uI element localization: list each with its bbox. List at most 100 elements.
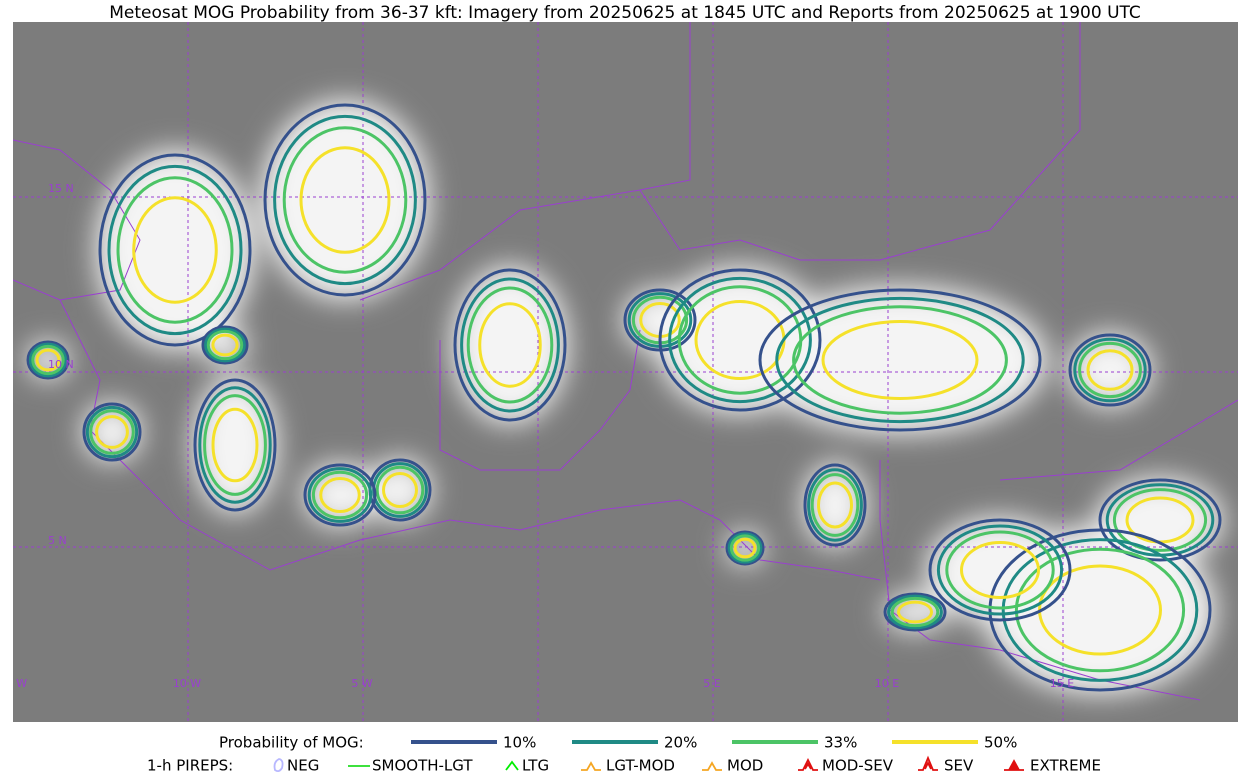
contours [26, 103, 1222, 692]
contour [725, 530, 765, 566]
lat-label: 5 N [48, 534, 67, 547]
cloud [96, 150, 254, 350]
map: 15 N 10 N 5 N 15 W 10 W 5 W 5 E 10 E 15 E [0, 22, 1238, 722]
contour [945, 530, 1055, 610]
legend-label: LGT-MOD [606, 757, 675, 775]
contour [792, 305, 1008, 415]
contour [807, 468, 863, 542]
contour [810, 473, 860, 537]
contour [1078, 341, 1142, 399]
title: Meteosat MOG Probability from 36-37 kft:… [109, 3, 1141, 23]
contour [311, 470, 369, 520]
contour [85, 405, 139, 459]
contour [803, 463, 867, 547]
contour [883, 592, 947, 632]
contour [733, 537, 757, 559]
lat-label: 15 N [48, 182, 74, 195]
contour [282, 126, 408, 274]
contour [817, 481, 853, 529]
contour [936, 524, 1064, 616]
legend-label: SEV [944, 757, 974, 775]
lon-label: 5 W [351, 677, 372, 690]
contour [206, 329, 244, 361]
contour [203, 394, 267, 496]
contour [466, 286, 554, 404]
pirep-symbol [581, 761, 601, 771]
contour [1098, 478, 1222, 562]
pirep-symbol [273, 758, 284, 773]
legend-label: NEG [287, 757, 319, 775]
contour [960, 541, 1040, 599]
contour [307, 467, 373, 523]
contour [775, 296, 1025, 424]
contour [460, 277, 560, 413]
pirep-symbol [918, 755, 938, 771]
contour [198, 386, 272, 504]
contour [116, 176, 234, 324]
contour [132, 196, 218, 304]
legend-label: 33% [824, 734, 857, 752]
contour [193, 378, 277, 512]
contour [211, 333, 239, 357]
contour [375, 465, 425, 515]
lon-label: 10 W [173, 677, 201, 690]
contour [887, 594, 943, 630]
contour [658, 268, 822, 412]
contour [729, 534, 761, 562]
pirep-symbol [702, 761, 722, 771]
contour [758, 288, 1042, 432]
legend-title: Probability of MOG: [219, 734, 364, 752]
lon-label: 15 W [0, 677, 27, 690]
contour [821, 320, 979, 400]
contour [453, 268, 567, 422]
contour [727, 532, 763, 564]
lon-label: 15 E [1050, 677, 1074, 690]
contour [1112, 488, 1208, 552]
contour [1014, 547, 1186, 673]
legend-label: EXTREME [1030, 757, 1101, 775]
contour [1001, 538, 1199, 682]
contour [303, 463, 377, 527]
legend: Probability of MOG: 10% 20% 33% 50% 1-h PIREP… [147, 734, 1101, 775]
contour [1068, 333, 1152, 407]
contour [382, 472, 418, 508]
legend-label: 20% [664, 734, 697, 752]
geo-labels: 15 N 10 N 5 N 15 W 10 W 5 W 5 E 10 E 15 E [0, 182, 1074, 690]
pirep-symbol [798, 757, 818, 771]
lat-label: 10 N [48, 358, 74, 371]
contour [31, 344, 65, 376]
contour [478, 302, 542, 388]
lon-label: 10 E [875, 677, 899, 690]
contour [1073, 337, 1147, 403]
legend-label: SMOOTH-LGT [372, 757, 473, 775]
contour [211, 407, 259, 483]
contour [201, 325, 249, 365]
pirep-symbol [505, 760, 519, 771]
contour [668, 276, 812, 404]
contour [897, 600, 933, 624]
pirep-symbol [1004, 759, 1024, 771]
contour [988, 528, 1212, 692]
contour [28, 342, 68, 378]
contour [890, 596, 940, 628]
cloud [753, 286, 1047, 434]
contour [299, 146, 391, 254]
contour [89, 409, 135, 455]
contour [1086, 349, 1134, 391]
legend-label: MOD-SEV [822, 757, 894, 775]
cloud [261, 100, 429, 300]
contour [95, 415, 129, 449]
legend-label: MOD [727, 757, 763, 775]
contour [263, 103, 427, 297]
contour [273, 114, 417, 286]
legend-label: 10% [503, 734, 536, 752]
lon-label: 5 E [703, 677, 720, 690]
legend-label: 50% [984, 734, 1017, 752]
contour [928, 518, 1072, 622]
contour [98, 153, 252, 347]
contour [204, 327, 246, 363]
contour [82, 402, 142, 462]
legend-label: LTG [522, 757, 549, 775]
contour [35, 348, 61, 372]
